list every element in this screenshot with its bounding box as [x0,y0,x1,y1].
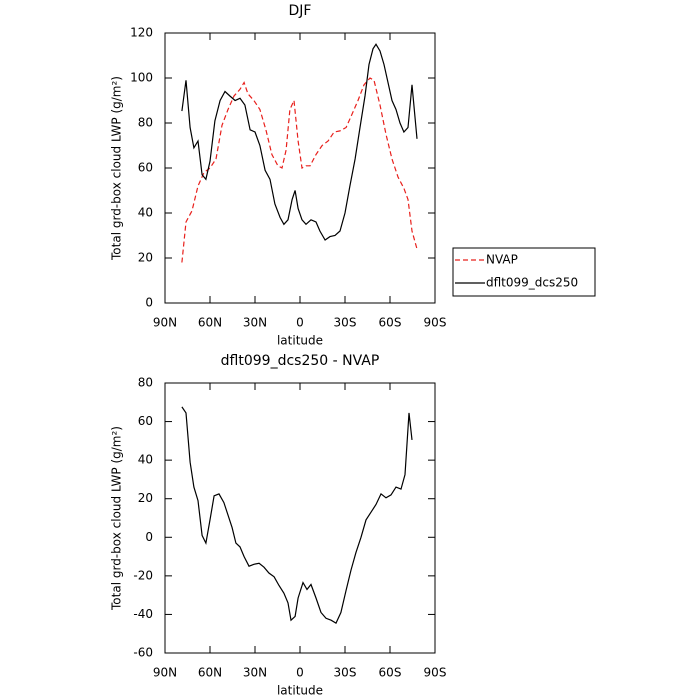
legend-label: NVAP [486,253,518,267]
y-tick-label: 40 [138,206,153,220]
y-tick-label: -60 [133,646,153,660]
y-axis-label: Total grd-box cloud LWP (g/m²) [110,76,124,261]
x-tick-label: 30S [334,666,357,680]
legend: NVAP dflt099_dcs250 [452,247,596,297]
x-tick-label: 30N [243,316,267,330]
y-tick-label: 0 [145,296,153,310]
legend-box [452,247,596,297]
x-tick-label: 30N [243,666,267,680]
y-tick-label: 80 [138,376,153,390]
y-tick-label: -20 [133,568,153,582]
x-tick-label: 0 [296,316,304,330]
y-tick-label: 120 [130,26,153,40]
legend-label: dflt099_dcs250 [486,276,578,290]
x-tick-label: 90S [424,666,447,680]
y-tick-label: 80 [138,116,153,130]
x-tick-label: 90N [153,316,177,330]
y-tick-label: 0 [145,530,153,544]
y-tick-label: 60 [138,161,153,175]
x-axis-label: latitude [277,334,323,348]
y-tick-label: 100 [130,71,153,85]
y-tick-label: 20 [138,491,153,505]
y-tick-label: 40 [138,453,153,467]
x-tick-label: 60N [198,666,222,680]
x-tick-label: 60N [198,316,222,330]
plot-frame [164,32,436,304]
chart-title: DJF [289,3,312,19]
data-line [181,406,413,624]
y-tick-label: -40 [133,607,153,621]
x-tick-label: 90N [153,666,177,680]
data-line [181,43,418,241]
x-axis-label: latitude [277,684,323,698]
y-axis-label: Total grd-box cloud LWP (g/m²) [110,426,124,611]
x-tick-label: 30S [334,316,357,330]
chart-title: dflt099_dcs250 - NVAP [221,353,380,369]
y-tick-label: 60 [138,414,153,428]
plot-frame [164,382,436,654]
x-tick-label: 60S [379,316,402,330]
x-tick-label: 90S [424,316,447,330]
y-tick-label: 20 [138,251,153,265]
data-line [181,77,418,263]
x-tick-label: 0 [296,666,304,680]
x-tick-label: 60S [379,666,402,680]
